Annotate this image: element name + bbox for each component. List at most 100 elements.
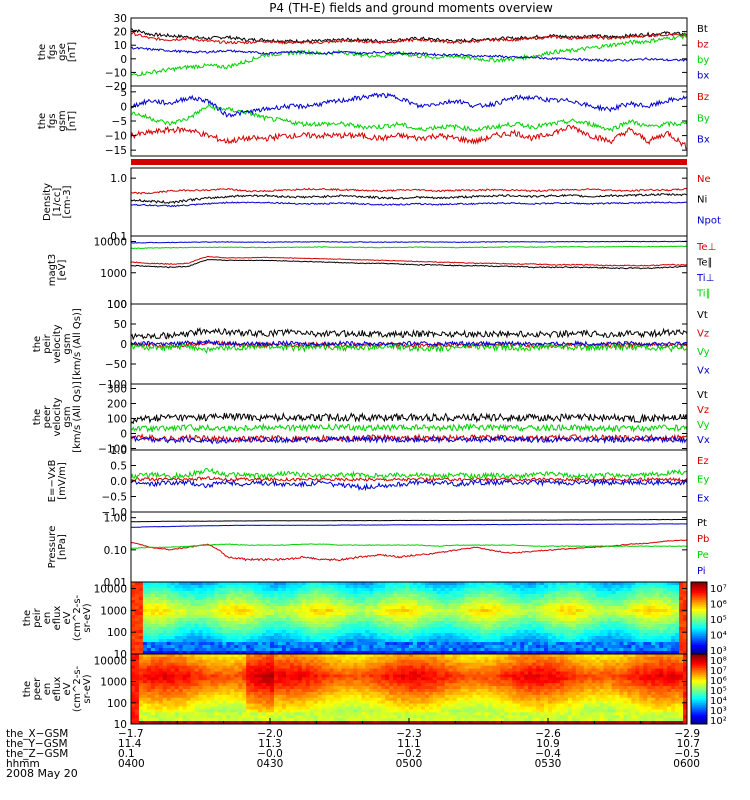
- spectrogram-cell: [131, 645, 136, 649]
- spectrogram-cell: [186, 600, 191, 604]
- spectrogram-cell: [492, 680, 497, 684]
- spectrogram-cell: [301, 594, 307, 598]
- y-axis-label: peer: [42, 405, 53, 429]
- spectrogram-cell: [492, 665, 497, 669]
- spectrogram-cell: [234, 603, 239, 607]
- spectrogram-cell: [305, 612, 311, 616]
- spectrogram-cell: [512, 582, 517, 586]
- spectrogram-cell: [484, 659, 489, 664]
- spectrogram-cell: [460, 606, 465, 610]
- spectrogram-cell: [563, 582, 569, 586]
- spectrogram-cell: [345, 606, 350, 610]
- spectrogram-cell: [361, 588, 366, 592]
- y-axis-label: gsm: [57, 110, 68, 131]
- spectrogram-cell: [436, 582, 442, 586]
- spectrogram-cell: [289, 680, 295, 684]
- spectrogram-cell: [238, 662, 243, 667]
- spectrogram-cell: [579, 585, 585, 589]
- spectrogram-cell: [472, 671, 477, 675]
- spectrogram-cell: [393, 668, 398, 672]
- spectrogram-cell: [639, 615, 644, 619]
- spectrogram-cell: [667, 671, 672, 675]
- spectrogram-cell: [595, 656, 601, 661]
- spectrogram-cell: [325, 615, 330, 619]
- spectrogram-cell: [226, 609, 231, 613]
- spectrogram-cell: [428, 639, 434, 643]
- spectrogram-cell: [540, 594, 545, 598]
- spectrogram-cell: [420, 639, 426, 643]
- spectrogram-cell: [218, 665, 223, 669]
- spectrogram-cell: [218, 651, 223, 655]
- spectrogram-cell: [591, 612, 597, 616]
- spectrogram-cell: [448, 639, 454, 643]
- spectrogram-cell: [297, 662, 303, 667]
- spectrogram-cell: [194, 624, 199, 628]
- spectrogram-cell: [150, 597, 156, 601]
- spectrogram-cell: [230, 659, 235, 664]
- spectrogram-cell: [528, 612, 533, 616]
- spectrogram-cell: [663, 618, 668, 622]
- spectrogram-cell: [174, 645, 180, 649]
- spectrogram-cell: [647, 674, 652, 678]
- spectrogram-cell: [202, 662, 207, 667]
- spectrogram-cell: [242, 630, 247, 634]
- colorbar-tick-label: 10⁶: [710, 600, 727, 611]
- spectrogram-cell: [206, 642, 211, 646]
- spectrogram-cell: [536, 659, 541, 664]
- spectrogram-cell: [377, 585, 382, 589]
- spectrogram-cell: [492, 582, 497, 586]
- spectrogram-cell: [262, 680, 267, 684]
- spectrogram-cell: [142, 621, 148, 625]
- spectrogram-cell: [210, 674, 215, 678]
- spectrogram-cell: [496, 582, 501, 586]
- y-axis-label: the: [22, 610, 33, 626]
- spectrogram-cell: [424, 645, 430, 649]
- spectrogram-cell: [472, 659, 477, 664]
- spectrogram-cell: [301, 636, 307, 640]
- spectrogram-cell: [369, 639, 374, 643]
- spectrogram-cell: [412, 671, 418, 675]
- spectrogram-cell: [432, 659, 438, 664]
- spectrogram-cell: [258, 588, 263, 592]
- spectrogram-cell: [190, 668, 195, 672]
- spectrogram-cell: [432, 668, 438, 672]
- spectrogram-cell: [536, 621, 541, 625]
- spectrogram-cell: [496, 639, 501, 643]
- spectrogram-cell: [496, 665, 501, 669]
- spectrogram-cell: [234, 648, 239, 652]
- spectrogram-cell: [210, 594, 215, 598]
- spectrogram-cell: [464, 639, 469, 643]
- spectrogram-cell: [571, 674, 577, 678]
- spectrogram-cell: [150, 656, 156, 661]
- spectrogram-cell: [154, 624, 160, 628]
- colorbar-band: [691, 600, 707, 603]
- spectrogram-cell: [464, 654, 469, 658]
- spectrogram-cell: [333, 651, 338, 655]
- spectrogram-cell: [158, 659, 164, 664]
- spectrogram-cell: [313, 671, 319, 675]
- spectrogram-cell: [305, 615, 311, 619]
- spectrogram-cell: [198, 594, 203, 598]
- spectrogram-cell: [551, 656, 557, 661]
- spectrogram-cell: [146, 609, 152, 613]
- spectrogram-cell: [190, 606, 195, 610]
- spectrogram-cell: [214, 642, 219, 646]
- spectrogram-cell: [508, 582, 513, 586]
- spectrogram-cell: [571, 659, 577, 664]
- spectrogram-cell: [345, 665, 350, 669]
- spectrogram-cell: [150, 585, 156, 589]
- spectrogram-cell: [647, 627, 652, 631]
- spectrogram-cell: [607, 600, 612, 604]
- y-tick-label: 200: [107, 399, 127, 411]
- spectrogram-cell: [194, 588, 199, 592]
- spectrogram-cell: [599, 585, 604, 589]
- spectrogram-cell: [401, 585, 406, 589]
- spectrogram-cell: [528, 588, 533, 592]
- spectrogram-cell: [683, 615, 688, 619]
- spectrogram-cell: [222, 630, 227, 634]
- spectrogram-cell: [134, 662, 140, 667]
- spectrogram-cell: [226, 636, 231, 640]
- spectrogram-cell: [468, 677, 473, 681]
- spectrogram-cell: [512, 618, 517, 622]
- spectrogram-cell: [349, 648, 354, 652]
